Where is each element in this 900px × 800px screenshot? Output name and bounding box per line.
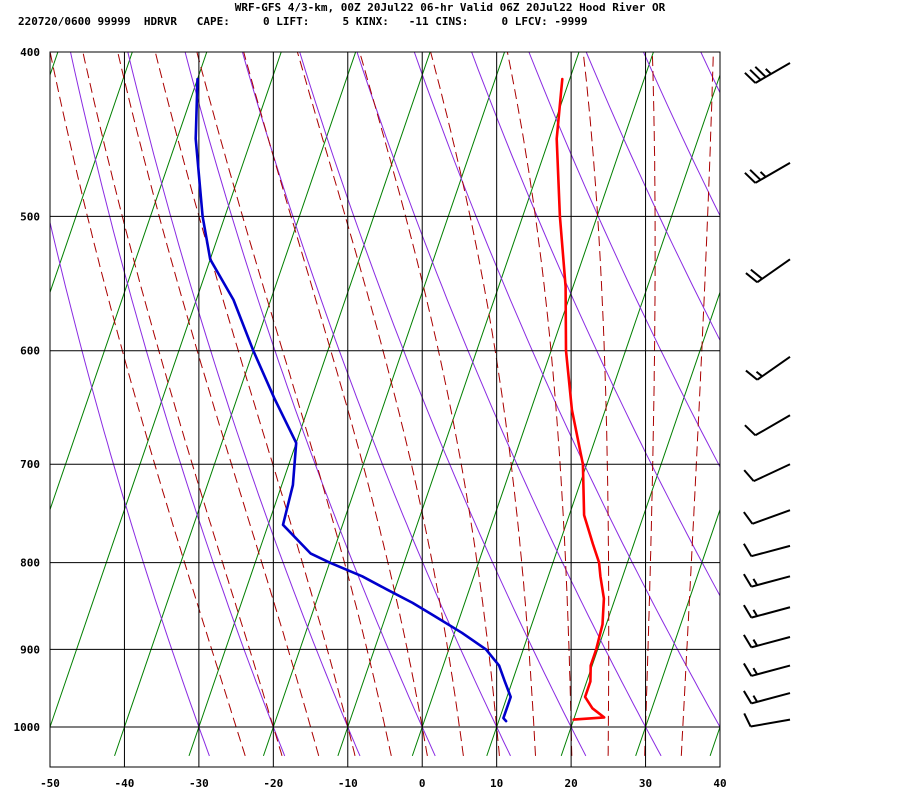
- dry-adiabat-line: [184, 52, 436, 757]
- temperature-tick-label: 20: [564, 777, 577, 790]
- isotherm-line: [560, 290, 720, 757]
- dry-adiabat-line: [127, 52, 361, 757]
- wind-barb: [743, 543, 791, 558]
- wind-barb: [743, 509, 791, 525]
- wind-barb: [743, 713, 791, 728]
- wind-barb: [744, 162, 791, 184]
- moist-adiabat-line: [644, 52, 656, 756]
- wind-barb: [744, 414, 791, 437]
- isotherm-lines: [50, 52, 720, 757]
- temperature-tick-label: 30: [639, 777, 652, 790]
- isotherm-line: [50, 52, 133, 294]
- moist-adiabat-line: [117, 52, 320, 757]
- moist-adiabat-line: [154, 52, 356, 757]
- temperature-tick-label: -40: [115, 777, 135, 790]
- temperature-tick-label: 40: [713, 777, 726, 790]
- pressure-tick-label: 1000: [14, 721, 41, 734]
- chart-title: WRF-GFS 4/3-km, 00Z 20Jul22 06-hr Valid …: [234, 1, 666, 14]
- isotherm-line: [709, 725, 720, 757]
- moist-adiabat-line: [243, 52, 428, 756]
- pressure-tick-label: 600: [20, 345, 40, 358]
- dry-adiabat-line: [241, 52, 511, 757]
- dewpoint-profile-line: [194, 77, 512, 723]
- dry-adiabat-line: [69, 52, 286, 757]
- temperature-tick-label: 0: [419, 777, 426, 790]
- isotherm-line: [50, 52, 208, 512]
- temperature-profile-line: [555, 77, 606, 721]
- moist-adiabat-line: [359, 52, 500, 756]
- wind-barb: [745, 355, 791, 381]
- temperature-tick-label: -30: [189, 777, 209, 790]
- temperature-tick-label: -10: [338, 777, 358, 790]
- moist-adiabat-line: [296, 52, 464, 756]
- temperature-tick-label: 10: [490, 777, 503, 790]
- stability-indices: 220720/0600 99999 HDRVR CAPE: 0 LIFT: 5 …: [18, 15, 588, 28]
- dry-adiabat-line: [700, 52, 720, 94]
- wind-barb: [743, 604, 791, 619]
- isotherm-line: [50, 52, 282, 729]
- moist-adiabat-lines: [50, 52, 714, 757]
- moist-adiabat-line: [82, 52, 283, 757]
- dry-adiabat-line: [642, 52, 720, 217]
- dry-adiabat-lines: [50, 52, 720, 757]
- pressure-tick-label: 500: [20, 210, 40, 223]
- temperature-tick-label: -20: [263, 777, 283, 790]
- wind-barb: [744, 62, 791, 84]
- wind-barb: [743, 463, 791, 483]
- moist-adiabat-line: [582, 52, 610, 756]
- dry-adiabat-line: [585, 52, 720, 342]
- wind-barb: [745, 258, 791, 284]
- isotherm-line: [262, 52, 506, 757]
- sounding-profiles: [194, 77, 606, 723]
- pressure-tick-label: 400: [20, 46, 40, 59]
- isotherm-line: [486, 73, 720, 757]
- dry-adiabat-line: [413, 52, 720, 729]
- dry-adiabat-line: [299, 52, 587, 757]
- pressure-tick-labels: 400 500 600 700 800 900 1000: [14, 46, 41, 734]
- dry-adiabat-line: [356, 52, 662, 757]
- moist-adiabat-line: [680, 52, 714, 756]
- wind-barb: [743, 662, 791, 677]
- dry-adiabat-line: [528, 52, 720, 468]
- wind-barb: [743, 573, 791, 588]
- moist-adiabat-line: [430, 52, 536, 756]
- temperature-tick-label: -50: [40, 777, 60, 790]
- plot-frame: [49, 51, 721, 768]
- isotherm-line: [635, 508, 720, 757]
- moist-adiabat-line: [196, 52, 392, 757]
- wind-barb: [743, 634, 791, 649]
- moist-adiabat-line: [50, 52, 246, 757]
- wind-barbs: [743, 62, 791, 728]
- isotherm-line: [337, 52, 580, 757]
- pressure-tick-label: 800: [20, 557, 40, 570]
- isotherm-line: [114, 52, 357, 757]
- temperature-tick-labels: -50 -40 -30 -20 -10 0 10 20 30 40: [40, 777, 727, 790]
- dry-adiabat-line: [471, 52, 720, 597]
- dry-adiabat-line: [50, 220, 210, 757]
- pressure-tick-label: 900: [20, 643, 40, 656]
- wind-barb: [743, 690, 791, 705]
- pressure-tick-label: 700: [20, 458, 40, 471]
- moist-adiabat-line: [506, 52, 573, 756]
- isotherm-line: [411, 52, 654, 757]
- grid-lines: [49, 51, 721, 767]
- isotherm-line: [188, 52, 431, 757]
